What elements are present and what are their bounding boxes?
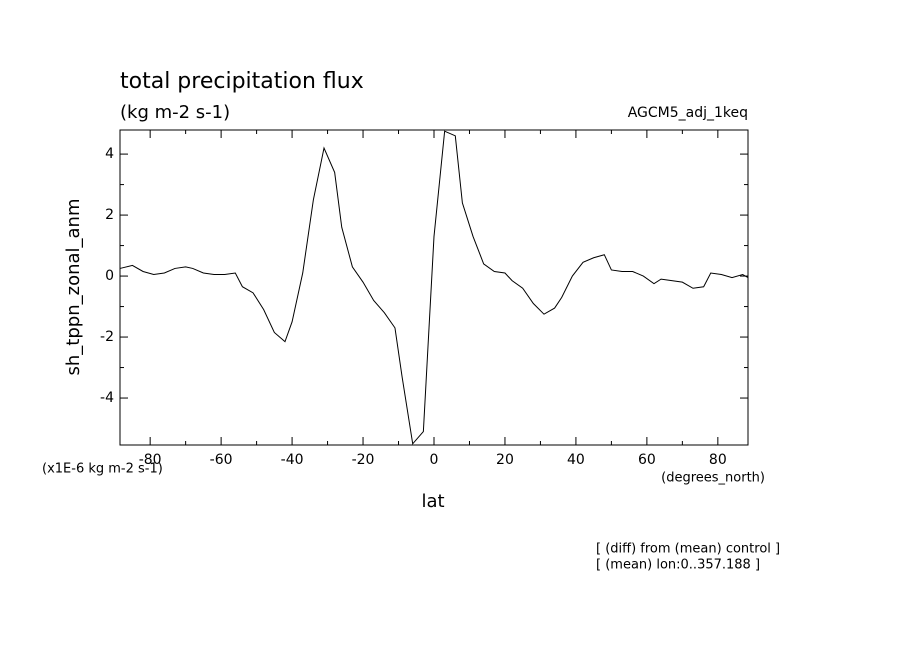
x-axis-label: lat [421, 491, 444, 512]
note: [ (mean) lon:0..357.188 ] [596, 558, 760, 573]
x-units: (degrees_north) [661, 471, 765, 486]
run-label: AGCM5_adj_1keq [628, 105, 748, 121]
plot-frame [119, 129, 749, 446]
x-tick-label: -60 [210, 452, 233, 468]
chart-subtitle: (kg m-2 s-1) [120, 102, 230, 123]
y-tick-label: 0 [105, 268, 114, 284]
x-tick-label: -80 [139, 452, 162, 468]
y-tick-label: -2 [100, 329, 114, 345]
note: [ (diff) from (mean) control ] [596, 542, 780, 557]
x-tick-label: -40 [281, 452, 304, 468]
x-tick-label: 20 [496, 452, 514, 468]
y-axis-label: sh_tppn_zonal_anm [63, 199, 84, 376]
y-tick-label: 4 [105, 146, 114, 162]
x-tick-label: 40 [567, 452, 585, 468]
y-units: (x1E-6 kg m-2 s-1) [42, 462, 163, 477]
chart-title: total precipitation flux [120, 69, 364, 94]
x-tick-label: 0 [430, 452, 439, 468]
x-tick-label: 60 [638, 452, 656, 468]
x-tick-label: -20 [352, 452, 375, 468]
x-tick-label: 80 [709, 452, 727, 468]
y-tick-label: -4 [100, 390, 114, 406]
data-line [119, 130, 749, 445]
y-tick-label: 2 [105, 207, 114, 223]
